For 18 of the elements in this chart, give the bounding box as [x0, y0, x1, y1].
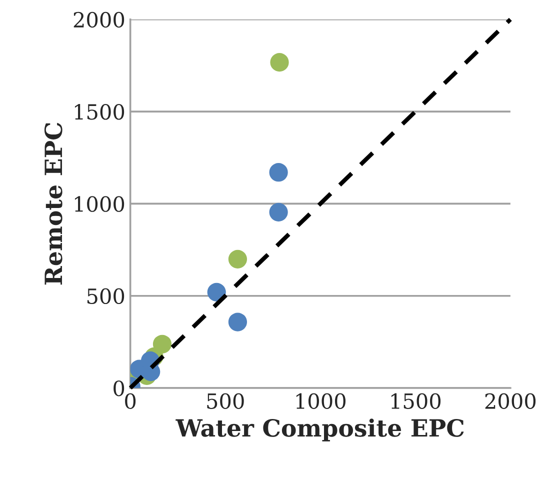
- x-tick-label: 1000: [296, 393, 346, 409]
- point: [270, 53, 289, 72]
- y-tick-label: 2000: [74, 12, 124, 28]
- point: [228, 312, 248, 332]
- y-tick-label: 500: [87, 288, 124, 304]
- point: [269, 163, 288, 182]
- y-tick-label: 1500: [74, 104, 124, 120]
- y-axis-title: Remote EPC: [44, 122, 62, 285]
- x-tick-label: 0: [125, 393, 136, 409]
- x-axis-title: Water Composite EPC: [176, 418, 464, 442]
- x-tick-label: 1500: [391, 393, 441, 409]
- y-tick-label: 1000: [74, 196, 124, 212]
- point: [269, 202, 288, 222]
- x-tick-label: 500: [207, 393, 244, 409]
- y-tick-label: 0: [114, 380, 124, 396]
- point: [228, 250, 248, 268]
- x-tick-label: 2000: [485, 393, 536, 409]
- point: [207, 282, 226, 302]
